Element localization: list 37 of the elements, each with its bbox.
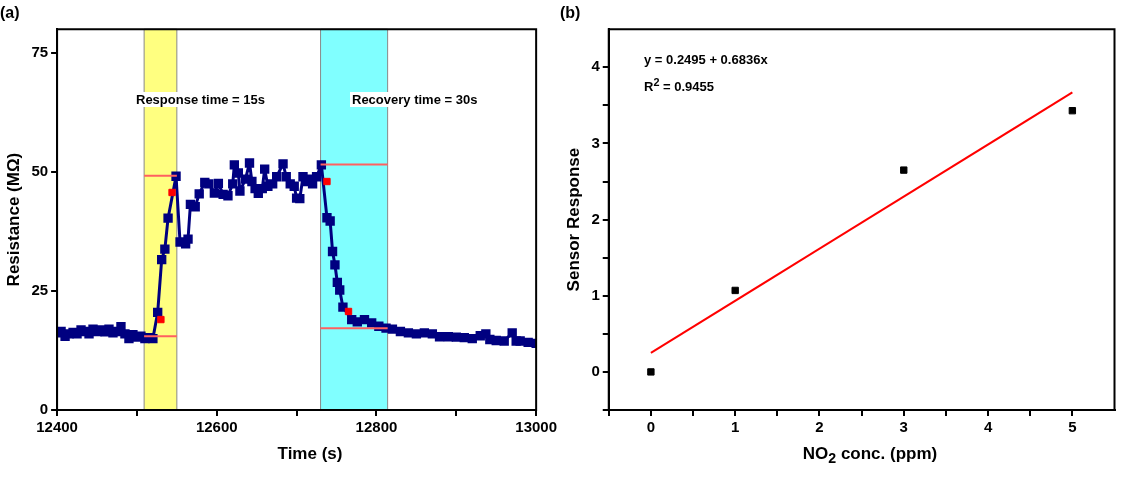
x-tick-label: 13000 <box>515 418 557 436</box>
point <box>1068 107 1077 115</box>
point <box>323 177 331 186</box>
point <box>731 286 739 295</box>
chart-title: (a) <box>0 4 20 22</box>
y-tick-label: 4 <box>591 57 601 75</box>
chart-title: (b) <box>560 4 581 22</box>
point <box>157 315 165 324</box>
y-tick-label: 0 <box>39 400 49 418</box>
y-axis-title: Sensor Response <box>563 147 583 292</box>
y-tick-label: 3 <box>591 133 600 151</box>
y-axis-title: Resistance (MΩ) <box>3 152 23 287</box>
point <box>900 166 908 174</box>
x-axis-title: Time (s) <box>276 444 344 464</box>
x-tick-label: 5 <box>1068 418 1077 436</box>
y-tick-label: 50 <box>31 162 49 180</box>
annotation: Response time = 15s <box>134 92 267 107</box>
annotation: Recovery time = 30s <box>350 92 480 107</box>
x-tick-label: 12600 <box>195 418 238 436</box>
annotation: R$^{2}$ = 0.9455 <box>642 76 716 95</box>
x-tick-label: 4 <box>983 418 993 436</box>
x-tick-label: 3 <box>899 418 908 436</box>
x-tick-label: 2 <box>815 418 824 436</box>
x-tick-label: 12800 <box>355 418 398 436</box>
x-tick-label: 1 <box>731 418 740 436</box>
y-tick-label: 2 <box>591 209 600 227</box>
y-tick-label: 25 <box>31 281 49 299</box>
annotation: y = 0.2495 + 0.6836x <box>642 52 770 67</box>
x-axis-title: NO$_{2}$ conc. (ppm) <box>801 444 939 467</box>
y-tick-label: 75 <box>31 43 49 61</box>
point <box>344 307 353 316</box>
x-tick-label: 0 <box>646 418 656 436</box>
point <box>168 188 176 197</box>
y-tick-label: 1 <box>591 285 600 303</box>
x-tick-label: 12400 <box>36 418 78 436</box>
y-tick-label: 0 <box>591 362 600 380</box>
point <box>647 368 655 376</box>
